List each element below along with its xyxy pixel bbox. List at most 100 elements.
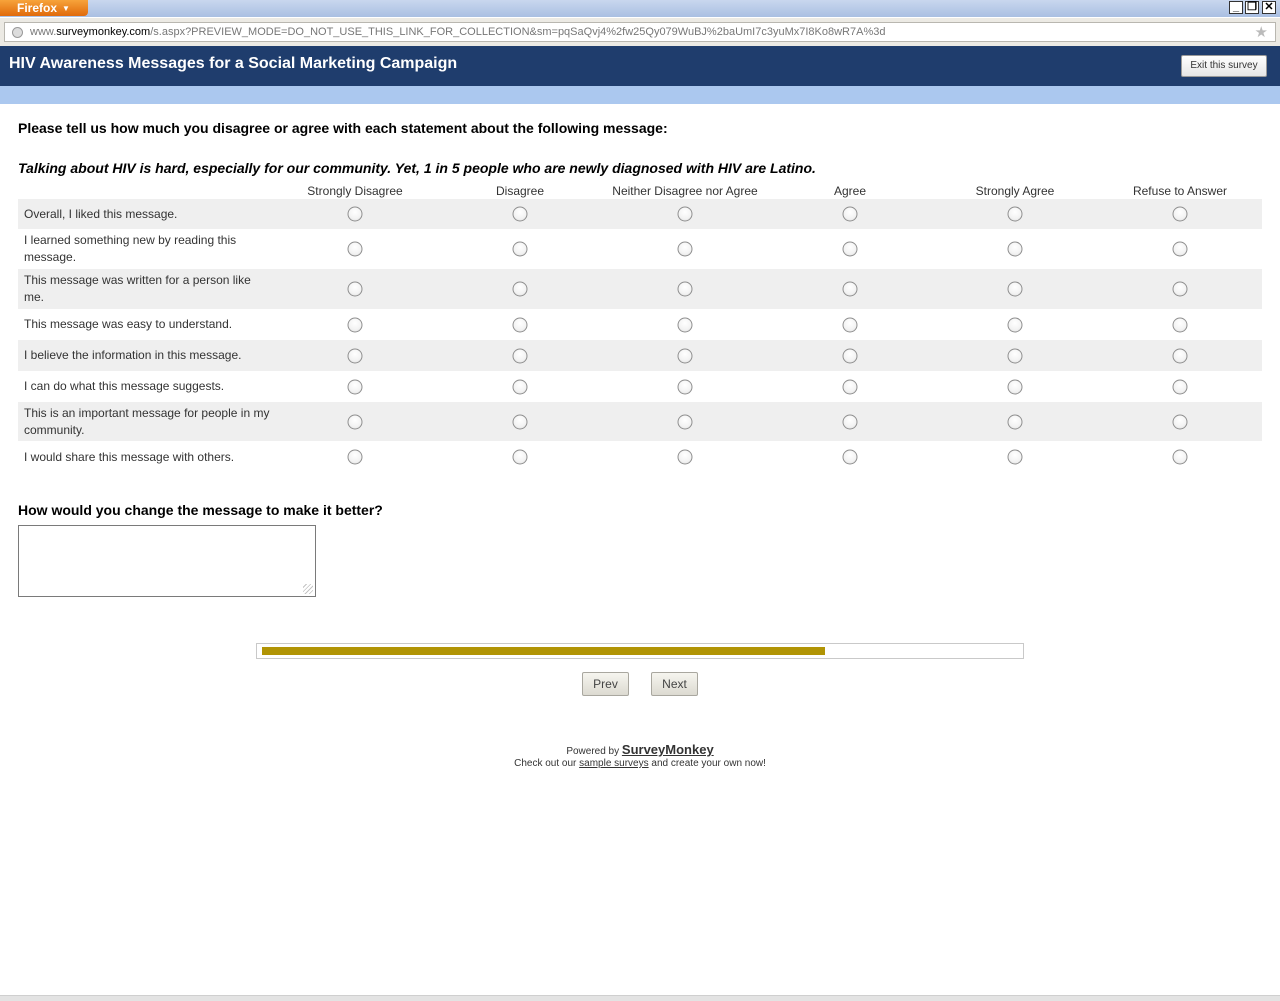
radio-option[interactable] bbox=[512, 317, 528, 332]
header-band bbox=[0, 86, 1280, 104]
column-header: Strongly Disagree bbox=[307, 184, 403, 198]
restore-button[interactable]: ❐ bbox=[1245, 1, 1259, 14]
prev-button[interactable]: Prev bbox=[582, 672, 629, 696]
site-identity-icon[interactable] bbox=[12, 27, 23, 38]
radio-option[interactable] bbox=[1007, 379, 1023, 394]
radio-option[interactable] bbox=[842, 206, 858, 222]
radio-option[interactable] bbox=[842, 449, 858, 465]
dropdown-arrow-icon: ▼ bbox=[62, 4, 70, 13]
survey-title: HIV Awareness Messages for a Social Mark… bbox=[9, 55, 458, 72]
matrix-row: I believe the information in this messag… bbox=[18, 340, 1262, 371]
radio-option[interactable] bbox=[347, 414, 363, 429]
radio-option[interactable] bbox=[1172, 241, 1188, 257]
statement-label: This message was written for a person li… bbox=[24, 273, 251, 304]
footer-note: Check out our sample surveys and create … bbox=[0, 758, 1280, 769]
radio-option[interactable] bbox=[677, 414, 693, 429]
radio-option[interactable] bbox=[347, 379, 363, 394]
matrix-row: Overall, I liked this message. bbox=[18, 199, 1262, 229]
radio-option[interactable] bbox=[347, 317, 363, 332]
navigation-toolbar: www.surveymonkey.com/s.aspx?PREVIEW_MODE… bbox=[0, 18, 1280, 47]
statement-label: I would share this message with others. bbox=[24, 449, 235, 464]
sample-surveys-link[interactable]: sample surveys bbox=[579, 758, 649, 769]
radio-option[interactable] bbox=[512, 281, 528, 297]
radio-option[interactable] bbox=[1172, 449, 1188, 465]
matrix-row: I can do what this message suggests. bbox=[18, 371, 1262, 402]
column-header: Neither Disagree nor Agree bbox=[612, 184, 758, 198]
statement-label: Overall, I liked this message. bbox=[24, 206, 178, 221]
column-header: Disagree bbox=[495, 184, 545, 198]
radio-option[interactable] bbox=[842, 414, 858, 429]
radio-option[interactable] bbox=[347, 281, 363, 297]
statement-label: I believe the information in this messag… bbox=[24, 348, 242, 362]
matrix-row: I would share this message with others. bbox=[18, 441, 1262, 473]
radio-option[interactable] bbox=[1172, 206, 1188, 222]
question-prompt: Please tell us how much you disagree or … bbox=[18, 120, 668, 136]
radio-option[interactable] bbox=[512, 206, 528, 222]
question2-prompt: How would you change the message to make… bbox=[18, 502, 383, 518]
radio-option[interactable] bbox=[842, 379, 858, 394]
radio-option[interactable] bbox=[1007, 348, 1023, 363]
campaign-message: Talking about HIV is hard, especially fo… bbox=[18, 160, 816, 176]
radio-option[interactable] bbox=[1172, 317, 1188, 332]
powered-by-text: Powered by bbox=[566, 746, 620, 757]
url-path: /s.aspx?PREVIEW_MODE=DO_NOT_USE_THIS_LIN… bbox=[150, 26, 886, 38]
radio-option[interactable] bbox=[512, 348, 528, 363]
radio-option[interactable] bbox=[677, 449, 693, 465]
matrix-row: This is an important message for people … bbox=[18, 402, 1262, 441]
surveymonkey-link[interactable]: SurveyMonkey bbox=[621, 742, 714, 757]
minimize-button[interactable]: _ bbox=[1229, 1, 1243, 14]
radio-option[interactable] bbox=[347, 348, 363, 363]
firefox-menu-button[interactable]: Firefox ▼ bbox=[0, 0, 88, 16]
radio-option[interactable] bbox=[1172, 414, 1188, 429]
radio-option[interactable] bbox=[1172, 281, 1188, 297]
url-text: www.surveymonkey.com/s.aspx?PREVIEW_MODE… bbox=[30, 26, 885, 38]
radio-option[interactable] bbox=[842, 241, 858, 257]
radio-option[interactable] bbox=[842, 317, 858, 332]
radio-option[interactable] bbox=[677, 379, 693, 394]
next-button[interactable]: Next bbox=[651, 672, 698, 696]
radio-option[interactable] bbox=[1007, 414, 1023, 429]
radio-option[interactable] bbox=[512, 241, 528, 257]
radio-option[interactable] bbox=[1172, 348, 1188, 363]
create-text: and create your own now! bbox=[651, 758, 766, 769]
radio-option[interactable] bbox=[677, 281, 693, 297]
resize-grip-icon[interactable] bbox=[303, 584, 313, 594]
radio-option[interactable] bbox=[512, 414, 528, 429]
radio-option[interactable] bbox=[347, 206, 363, 222]
radio-option[interactable] bbox=[677, 206, 693, 222]
radio-option[interactable] bbox=[1007, 317, 1023, 332]
column-header: Agree bbox=[833, 184, 867, 198]
radio-option[interactable] bbox=[1172, 379, 1188, 394]
url-bar[interactable]: www.surveymonkey.com/s.aspx?PREVIEW_MODE… bbox=[4, 22, 1276, 42]
exit-survey-button[interactable]: Exit this survey bbox=[1181, 55, 1267, 77]
radio-option[interactable] bbox=[677, 241, 693, 257]
statement-label: This message was easy to understand. bbox=[24, 317, 233, 331]
column-header: Refuse to Answer bbox=[1132, 184, 1228, 198]
close-window-button[interactable]: ✕ bbox=[1262, 1, 1276, 14]
radio-option[interactable] bbox=[677, 317, 693, 332]
radio-option[interactable] bbox=[842, 348, 858, 363]
url-prefix: www. bbox=[30, 26, 57, 38]
radio-option[interactable] bbox=[347, 241, 363, 257]
matrix-row: I learned something new by reading this … bbox=[18, 229, 1262, 269]
browser-titlebar: Firefox ▼ _ ❐ ✕ bbox=[0, 0, 1280, 17]
status-bar bbox=[0, 995, 1280, 1001]
feedback-textarea[interactable] bbox=[18, 525, 316, 597]
radio-option[interactable] bbox=[842, 281, 858, 297]
radio-option[interactable] bbox=[512, 379, 528, 394]
radio-option[interactable] bbox=[512, 449, 528, 465]
radio-option[interactable] bbox=[1007, 241, 1023, 257]
check-out-text: Check out our bbox=[514, 758, 577, 769]
radio-option[interactable] bbox=[677, 348, 693, 363]
radio-option[interactable] bbox=[1007, 206, 1023, 222]
column-header: Strongly Agree bbox=[975, 184, 1055, 198]
radio-option[interactable] bbox=[1007, 449, 1023, 465]
radio-option[interactable] bbox=[347, 449, 363, 465]
firefox-menu-label: Firefox bbox=[17, 1, 58, 15]
url-domain: surveymonkey.com bbox=[56, 26, 151, 38]
survey-header: HIV Awareness Messages for a Social Mark… bbox=[0, 46, 1280, 86]
radio-option[interactable] bbox=[1007, 281, 1023, 297]
progress-fill bbox=[262, 647, 825, 655]
bookmark-star-icon[interactable]: ★ bbox=[1254, 24, 1268, 41]
statement-label: This is an important message for people … bbox=[24, 406, 270, 437]
